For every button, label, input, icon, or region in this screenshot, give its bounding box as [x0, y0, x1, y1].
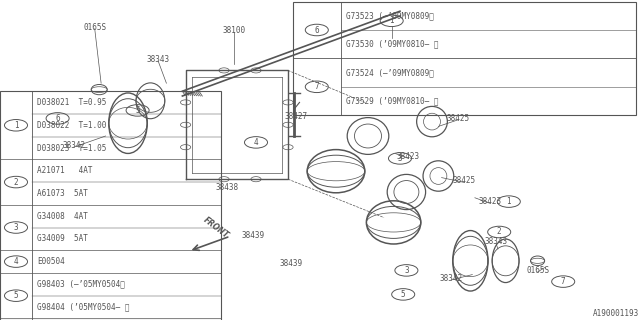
Text: 38342: 38342 — [440, 274, 463, 283]
Text: E00504: E00504 — [37, 257, 65, 266]
Text: 3: 3 — [397, 154, 403, 163]
Text: 38425: 38425 — [452, 176, 476, 185]
Text: G34009  5AT: G34009 5AT — [37, 234, 88, 244]
Text: 3: 3 — [404, 266, 409, 275]
Text: 1: 1 — [506, 197, 511, 206]
Text: 1: 1 — [13, 121, 19, 130]
Text: G98404 (’05MY0504– 〉: G98404 (’05MY0504– 〉 — [37, 302, 130, 312]
Text: A61073  5AT: A61073 5AT — [37, 189, 88, 198]
Text: 38427: 38427 — [284, 112, 307, 121]
Text: 3: 3 — [13, 223, 19, 232]
Text: 38100: 38100 — [222, 26, 245, 35]
Text: 4: 4 — [13, 257, 19, 266]
Text: D038023  T=1.05: D038023 T=1.05 — [37, 143, 106, 153]
Text: FRONT: FRONT — [202, 215, 230, 240]
Text: A190001193: A190001193 — [593, 309, 639, 318]
Text: 5: 5 — [135, 106, 140, 115]
Text: G73523 (–’09MY0809〉: G73523 (–’09MY0809〉 — [346, 11, 434, 20]
Text: G73524 (–’09MY0809〉: G73524 (–’09MY0809〉 — [346, 68, 434, 77]
Text: G34008  4AT: G34008 4AT — [37, 212, 88, 221]
Text: 38439: 38439 — [280, 260, 303, 268]
Text: D038021  T=0.95: D038021 T=0.95 — [37, 98, 106, 107]
Text: 38438: 38438 — [216, 183, 239, 192]
Text: 5: 5 — [401, 290, 406, 299]
Text: G73529 (’09MY0810– 〉: G73529 (’09MY0810– 〉 — [346, 97, 439, 106]
Text: 38343: 38343 — [484, 237, 508, 246]
Text: 7: 7 — [561, 277, 566, 286]
Text: 38425: 38425 — [446, 114, 469, 123]
Text: 2: 2 — [497, 228, 502, 236]
Text: A21071   4AT: A21071 4AT — [37, 166, 93, 175]
Text: G73530 (’09MY0810– 〉: G73530 (’09MY0810– 〉 — [346, 40, 439, 49]
Text: 38343: 38343 — [147, 55, 170, 64]
Text: 5: 5 — [13, 291, 19, 300]
Text: 1: 1 — [389, 16, 394, 25]
Text: 2: 2 — [13, 178, 19, 187]
Text: 38342: 38342 — [62, 141, 85, 150]
Text: 38423: 38423 — [478, 197, 501, 206]
Text: D038022  T=1.00: D038022 T=1.00 — [37, 121, 106, 130]
Text: 6: 6 — [55, 114, 60, 123]
Text: 38439: 38439 — [241, 231, 264, 240]
Text: 6: 6 — [314, 26, 319, 35]
Text: 0165S: 0165S — [526, 266, 549, 275]
Text: 0165S: 0165S — [83, 23, 106, 32]
Text: G98403 (–’05MY0504〉: G98403 (–’05MY0504〉 — [37, 280, 125, 289]
Text: 7: 7 — [314, 82, 319, 91]
Text: 4: 4 — [253, 138, 259, 147]
Text: 38423: 38423 — [397, 152, 420, 161]
